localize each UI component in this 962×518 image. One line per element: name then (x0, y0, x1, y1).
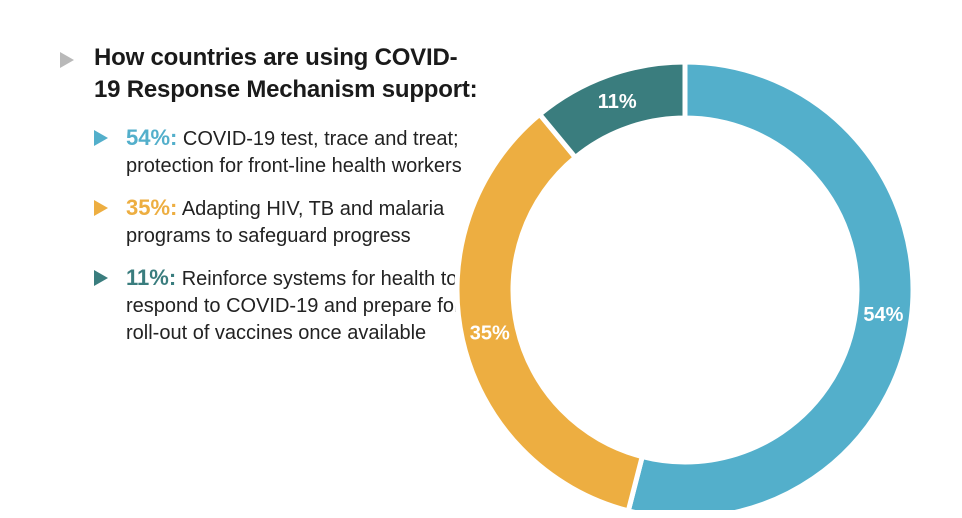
legend-percent: 11%: (126, 265, 177, 290)
legend-triangle-icon (94, 200, 108, 216)
legend-list: 54%: COVID-19 test, trace and treat; pro… (60, 124, 480, 347)
legend-item-adapting-programs: 35%: Adapting HIV, TB and malaria progra… (94, 194, 480, 250)
legend-percent: 54%: (126, 125, 178, 150)
donut-slices (454, 59, 916, 510)
legend-description: COVID-19 test, trace and treat; protecti… (126, 128, 462, 177)
donut-label-adapting-programs: 35% (470, 323, 510, 345)
legend-triangle-icon (94, 130, 108, 146)
donut-slice-adapting-programs (454, 110, 646, 510)
heading-row: How countries are using COVID-19 Respons… (60, 42, 480, 106)
heading-triangle-icon (60, 52, 74, 68)
donut-label-reinforce-systems: 11% (598, 91, 637, 113)
legend-item-reinforce-systems: 11%: Reinforce systems for health to res… (94, 264, 480, 347)
donut-chart: 54% 35% 11% (454, 59, 916, 510)
legend-panel: How countries are using COVID-19 Respons… (60, 42, 480, 361)
legend-description: Adapting HIV, TB and malaria programs to… (126, 198, 445, 247)
legend-item-test-trace-treat: 54%: COVID-19 test, trace and treat; pro… (94, 124, 480, 180)
legend-description: Reinforce systems for health to respond … (126, 268, 461, 344)
donut-slice-labels: 54% 35% 11% (470, 91, 904, 345)
legend-percent: 35%: (126, 195, 178, 220)
donut-slice-reinforce-systems (536, 59, 688, 161)
chart-heading: How countries are using COVID-19 Respons… (94, 44, 478, 103)
donut-label-test-trace-treat: 54% (863, 304, 903, 326)
legend-triangle-icon (94, 270, 108, 286)
donut-slice-test-trace-treat (625, 59, 916, 510)
